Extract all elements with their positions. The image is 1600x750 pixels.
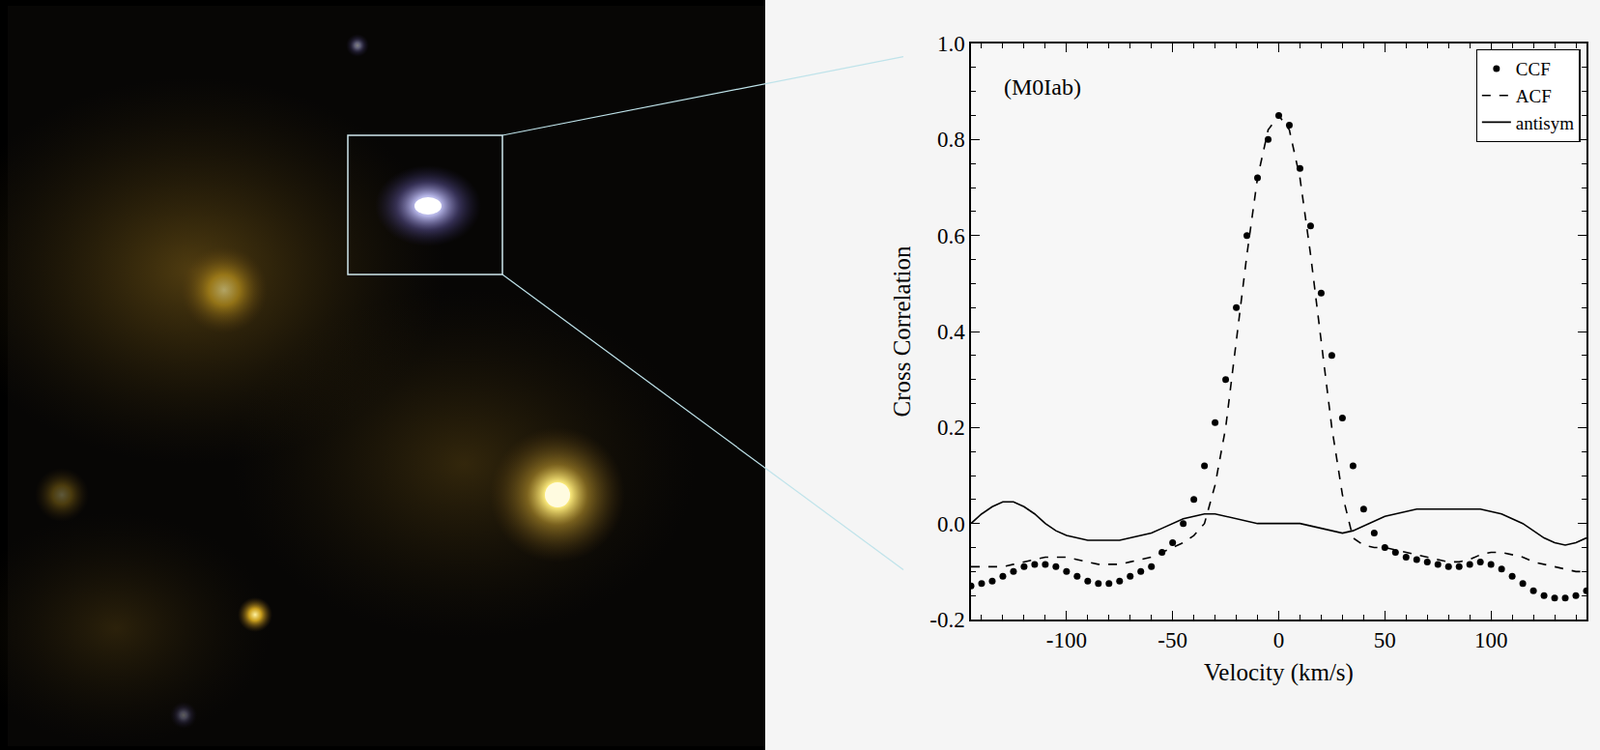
svg-text:Velocity (km/s): Velocity (km/s) xyxy=(1203,658,1354,686)
svg-text:100: 100 xyxy=(1474,628,1509,653)
svg-text:0.4: 0.4 xyxy=(937,319,966,344)
svg-text:-0.2: -0.2 xyxy=(929,607,965,632)
svg-text:Cross Correlation: Cross Correlation xyxy=(888,245,915,418)
svg-text:0.8: 0.8 xyxy=(937,127,966,152)
svg-text:0.0: 0.0 xyxy=(937,512,966,537)
svg-text:(M0Iab): (M0Iab) xyxy=(1003,74,1082,100)
svg-text:-50: -50 xyxy=(1157,628,1188,653)
svg-text:50: 50 xyxy=(1373,628,1397,653)
svg-text:antisym: antisym xyxy=(1515,113,1574,134)
svg-text:0: 0 xyxy=(1273,628,1286,653)
svg-text:0.6: 0.6 xyxy=(937,224,966,249)
svg-text:-100: -100 xyxy=(1046,628,1087,653)
svg-text:1.0: 1.0 xyxy=(937,31,966,57)
svg-text:CCF: CCF xyxy=(1515,58,1551,80)
svg-text:0.2: 0.2 xyxy=(937,415,966,440)
svg-text:ACF: ACF xyxy=(1515,85,1552,107)
